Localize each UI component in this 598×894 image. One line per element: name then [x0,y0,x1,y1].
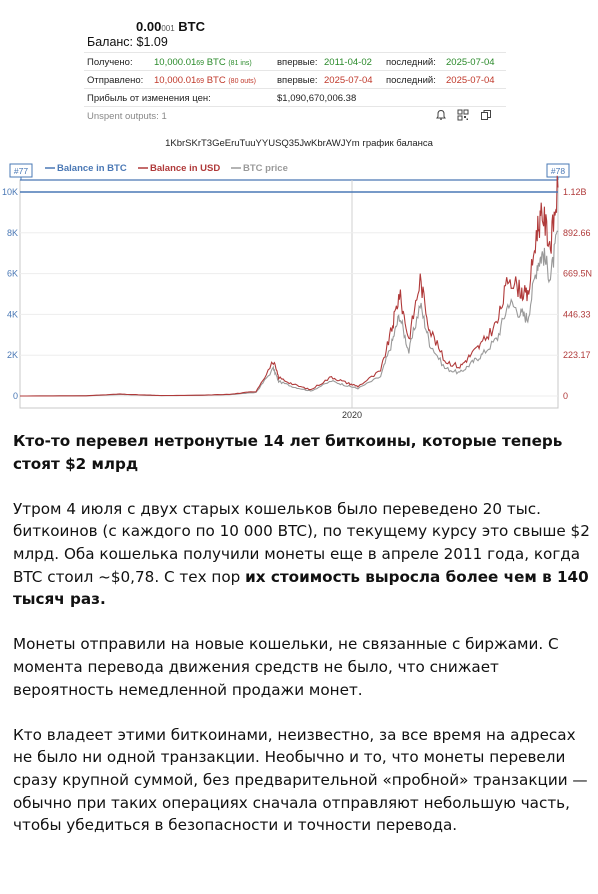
marker-right-label: #78 [551,166,565,176]
received-amount: 10,000.0169 BTC (81 ins) [154,57,252,68]
legend-btc[interactable]: Balance in BTC [57,163,127,174]
article-paragraph-1: Утром 4 июля с двух старых кошельков был… [13,498,591,611]
balance-chart: Balance in BTC Balance in USD BTC price … [2,163,592,420]
action-icons [427,109,492,121]
left-axis-ticks: 10K 8K 6K 4K 2K 0 [2,187,18,401]
right-tick-label: 892.66 [563,228,591,238]
sent-label: Отправлено: [87,75,144,86]
sent-last-label: последний: [386,75,436,86]
right-tick-label: 1.12B [563,187,587,197]
profit-row: Прибыль от изменения цен: $1,090,670,006… [84,88,506,107]
received-last-label: последний: [386,57,436,68]
wallet-balance: Баланс: $1.09 [87,35,168,49]
left-tick-label: 0 [13,391,18,401]
article-paragraph-3: Кто владеет этими биткоинами, неизвестно… [13,725,588,835]
bell-icon[interactable] [435,109,447,121]
right-tick-label: 669.5N [563,269,592,279]
left-tick-label: 2K [7,350,18,360]
profit-value: $1,090,670,006.38 [277,93,357,104]
sent-amount: 10,000.0169 BTC (80 outs) [154,75,256,86]
article-p1-text: Утром 4 июля с двух старых кошельков был… [13,499,590,586]
profit-label: Прибыль от изменения цен: [87,93,211,104]
wallet-card: 0.00001 BTC Баланс: $1.09 Получено: 10,0… [84,10,506,126]
unspent-row: Unspent outputs: 1 [84,106,506,125]
received-row: Получено: 10,000.0169 BTC (81 ins) вперв… [84,52,506,71]
article-paragraph-2: Монеты отправили на новые кошельки, не с… [13,635,559,699]
legend-price[interactable]: BTC price [243,163,288,174]
right-axis-ticks: 1.12B 892.66 669.5N 446.33 223.17 0 [563,187,592,401]
x-tick-label: 2020 [342,410,362,420]
chart-caption: 1KbrSKrT3GeEruTuuYYUSQ35JwKbrAWJYm графи… [165,138,433,149]
sent-first: 2025-07-04 [324,75,373,86]
left-tick-label: 6K [7,269,18,279]
copy-icon[interactable] [480,109,492,121]
right-tick-label: 446.33 [563,309,591,319]
right-tick-label: 223.17 [563,350,591,360]
wallet-amount: 0.00001 BTC [136,19,206,34]
sent-last: 2025-07-04 [446,75,495,86]
received-first-label: впервые: [277,57,318,68]
chart-legend: Balance in BTC Balance in USD BTC price [45,163,288,174]
marker-left[interactable]: #77 [9,163,33,180]
plot-area [19,179,559,409]
article: Кто-то перевел нетронутые 14 лет биткоин… [13,430,591,859]
sent-first-label: впервые: [277,75,318,86]
series-line-balance-usd [20,175,559,397]
received-first: 2011-04-02 [324,57,372,68]
unspent-outputs[interactable]: Unspent outputs: 1 [87,111,167,122]
left-tick-label: 4K [7,309,18,319]
article-p1-bold: их стоимость выросла более чем в 140 тыс… [13,567,589,609]
left-tick-label: 10K [2,187,18,197]
marker-left-label: #77 [14,166,28,176]
article-headline: Кто-то перевел нетронутые 14 лет биткоин… [13,432,563,473]
sent-row: Отправлено: 10,000.0169 BTC (80 outs) вп… [84,70,506,89]
left-tick-label: 8K [7,228,18,238]
received-label: Получено: [87,57,133,68]
qr-icon[interactable] [457,109,469,121]
received-last: 2025-07-04 [446,57,495,68]
legend-usd[interactable]: Balance in USD [150,163,220,174]
marker-right[interactable]: #78 [546,163,570,180]
right-tick-label: 0 [563,391,568,401]
